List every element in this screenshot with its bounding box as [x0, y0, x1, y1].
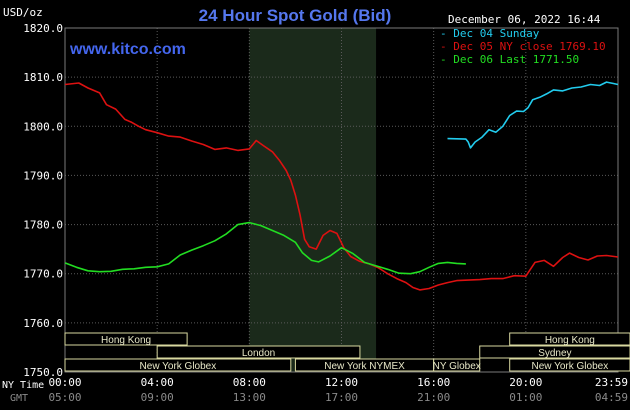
y-tick-label: 1800.0: [23, 120, 63, 133]
x-tick-label-ny: 16:00: [417, 376, 450, 389]
market-band: New York NYMEX: [294, 358, 435, 372]
series-line: [64, 221, 466, 275]
market-band-label: New York Globex: [140, 361, 217, 372]
market-band: New York Globex: [509, 358, 630, 372]
x-tick-label-ny: 04:00: [141, 376, 174, 389]
y-tick-label: 1760.0: [23, 317, 63, 330]
y-tick-label: 1790.0: [23, 169, 63, 182]
plot-frame: [64, 27, 619, 373]
market-band-label: New York Globex: [531, 361, 608, 372]
market-band: Hong Kong: [64, 332, 188, 346]
x-tick-label-gmt: 09:00: [141, 391, 174, 404]
legend-entry: - Dec 06 Last 1771.50: [440, 53, 579, 66]
x-tick-label-gmt: 17:00: [325, 391, 358, 404]
market-band-label: New York NYMEX: [324, 361, 405, 372]
market-band: London: [156, 345, 361, 359]
unit-label: USD/oz: [3, 6, 43, 19]
market-band: Sydney: [479, 345, 630, 359]
market-band-label: Hong Kong: [545, 335, 595, 346]
gmt-label: GMT: [10, 393, 28, 404]
market-band-box: [64, 358, 292, 372]
market-band: New York Globex: [64, 358, 292, 372]
market-band-label: Hong Kong: [101, 335, 151, 346]
x-tick-label-gmt: 01:00: [509, 391, 542, 404]
x-tick-label-ny: 20:00: [509, 376, 542, 389]
timestamp: December 06, 2022 16:44: [448, 13, 601, 26]
market-band-box: [433, 358, 481, 372]
market-band: Hong Kong: [509, 332, 630, 346]
x-tick-label-ny: 23:59: [595, 376, 628, 389]
watermark: www.kitco.com: [69, 41, 186, 58]
shaded-session: [249, 28, 377, 372]
x-tick-label-gmt: 05:00: [48, 391, 81, 404]
x-tick-label-gmt: 04:59: [595, 391, 628, 404]
market-band: NY Globex: [433, 358, 481, 372]
x-tick-label-gmt: 13:00: [233, 391, 266, 404]
series-line: [64, 82, 619, 291]
market-band-label: NY Globex: [433, 361, 481, 372]
x-tick-label-gmt: 21:00: [417, 391, 450, 404]
x-tick-label-ny: 00:00: [48, 376, 81, 389]
legend-entry: - Dec 05 NY close 1769.10: [440, 40, 606, 53]
market-band-box: [156, 345, 361, 359]
market-band-label: Sydney: [538, 348, 571, 359]
x-tick-label-ny: 08:00: [233, 376, 266, 389]
chart-title: 24 Hour Spot Gold (Bid): [199, 6, 392, 25]
y-tick-label: 1780.0: [23, 219, 63, 232]
market-band-box: [64, 332, 188, 346]
y-tick-label: 1750.0: [23, 366, 63, 379]
y-tick-label: 1810.0: [23, 71, 63, 84]
y-tick-label: 1820.0: [23, 22, 63, 35]
market-band-label: London: [242, 348, 275, 359]
legend-entry: - Dec 04 Sunday: [440, 27, 540, 40]
y-tick-label: 1770.0: [23, 268, 63, 281]
x-tick-label-ny: 12:00: [325, 376, 358, 389]
market-band-box: [479, 345, 630, 359]
series-line: [447, 81, 619, 149]
ny-time-label: NY Time: [2, 380, 44, 391]
